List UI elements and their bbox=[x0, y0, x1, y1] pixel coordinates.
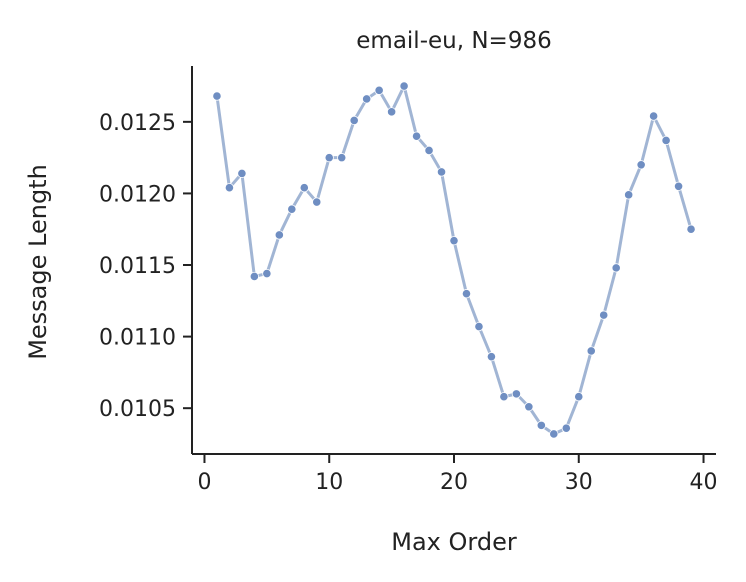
data-point bbox=[511, 389, 521, 399]
data-point bbox=[586, 346, 596, 356]
data-point bbox=[436, 167, 447, 177]
y-tick-label: 0.0120 bbox=[99, 182, 176, 207]
data-point bbox=[424, 145, 434, 156]
y-tick-label: 0.0115 bbox=[99, 254, 176, 279]
data-point bbox=[249, 271, 259, 282]
chart-title: email-eu, N=986 bbox=[356, 28, 551, 54]
x-tick-label: 40 bbox=[690, 470, 718, 495]
x-tick-label: 20 bbox=[440, 470, 468, 495]
data-point bbox=[287, 204, 297, 214]
data-point bbox=[274, 230, 284, 240]
data-point bbox=[574, 392, 584, 402]
data-point bbox=[673, 181, 684, 191]
data-point bbox=[649, 111, 659, 121]
data-point bbox=[399, 81, 409, 91]
data-point bbox=[299, 183, 309, 193]
y-tick-label: 0.0110 bbox=[99, 326, 176, 351]
data-point bbox=[224, 183, 235, 193]
data-point bbox=[636, 160, 646, 170]
x-axis-ticks: 0 10 20 30 40 bbox=[197, 454, 718, 495]
data-point bbox=[349, 115, 359, 126]
data-point bbox=[599, 310, 609, 320]
y-axis-ticks: 0.0105 0.0110 0.0115 0.0120 0.0125 bbox=[99, 111, 192, 422]
data-point bbox=[337, 153, 347, 163]
data-point bbox=[536, 420, 546, 430]
y-tick-label: 0.0125 bbox=[99, 111, 176, 136]
data-point bbox=[212, 91, 222, 101]
x-tick-label: 0 bbox=[197, 470, 211, 495]
data-point bbox=[611, 263, 621, 273]
series-line bbox=[215, 84, 693, 436]
data-point bbox=[461, 289, 472, 299]
y-tick-label: 0.0105 bbox=[99, 397, 176, 422]
data-point bbox=[661, 135, 671, 146]
data-point bbox=[486, 352, 497, 362]
data-point bbox=[449, 236, 459, 246]
data-point bbox=[324, 153, 334, 163]
y-axis-title: Message Length bbox=[24, 164, 52, 360]
data-points bbox=[212, 81, 696, 439]
x-tick-label: 30 bbox=[565, 470, 593, 495]
data-point bbox=[624, 190, 634, 200]
data-point bbox=[362, 94, 372, 104]
data-point bbox=[499, 392, 509, 402]
data-point bbox=[686, 224, 696, 234]
data-point bbox=[387, 107, 397, 117]
data-point bbox=[524, 402, 534, 412]
data-point bbox=[374, 85, 384, 95]
data-point bbox=[561, 423, 571, 433]
data-point bbox=[312, 197, 322, 207]
data-point bbox=[237, 168, 247, 178]
x-axis-title: Max Order bbox=[391, 528, 517, 556]
data-point bbox=[411, 131, 422, 141]
data-point bbox=[474, 321, 484, 332]
data-point bbox=[549, 429, 559, 439]
x-tick-label: 10 bbox=[315, 470, 343, 495]
data-point bbox=[262, 269, 272, 279]
